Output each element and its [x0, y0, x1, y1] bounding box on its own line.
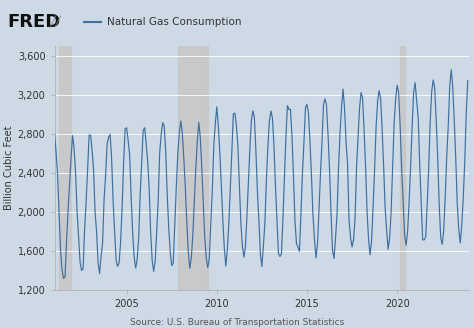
- Text: ╱╱: ╱╱: [50, 15, 62, 27]
- Bar: [178, 46, 208, 290]
- Text: FRED: FRED: [7, 13, 60, 31]
- Text: Source: U.S. Bureau of Transportation Statistics: Source: U.S. Bureau of Transportation St…: [130, 318, 344, 327]
- Text: Natural Gas Consumption: Natural Gas Consumption: [107, 17, 241, 27]
- Y-axis label: Billion Cubic Feet: Billion Cubic Feet: [4, 126, 14, 210]
- Bar: [59, 46, 71, 290]
- Bar: [400, 46, 405, 290]
